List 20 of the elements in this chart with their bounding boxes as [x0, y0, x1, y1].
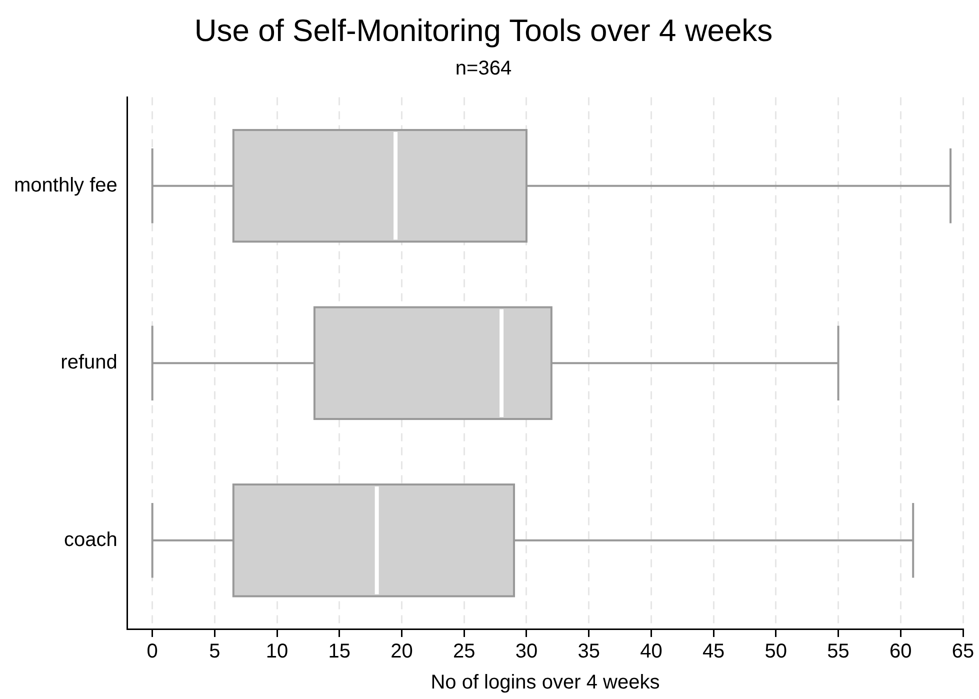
x-tick-label: 35 [578, 640, 600, 663]
x-tick-label: 15 [328, 640, 351, 663]
x-tick-label: 0 [146, 640, 158, 663]
x-tick-label: 55 [827, 640, 850, 663]
x-tick-label: 65 [952, 640, 974, 663]
x-tick-label: 40 [640, 640, 662, 663]
x-tick-label: 5 [209, 640, 220, 663]
x-tick-label: 10 [266, 640, 288, 663]
chart-subtitle: n=364 [455, 58, 512, 80]
x-tick-label: 20 [390, 640, 413, 663]
y-tick-label: coach [64, 528, 118, 551]
y-tick-label: monthly fee [14, 174, 118, 196]
x-tick-label: 30 [515, 640, 538, 663]
x-tick-label: 45 [702, 640, 725, 663]
x-tick-label: 60 [890, 640, 912, 663]
x-tick-label: 25 [453, 640, 476, 663]
x-tick-label: 50 [764, 640, 788, 663]
x-axis-title: No of logins over 4 weeks [430, 672, 660, 694]
y-tick-label: refund [60, 352, 118, 374]
chart-title: Use of Self-Monitoring Tools over 4 weeks [194, 13, 773, 48]
